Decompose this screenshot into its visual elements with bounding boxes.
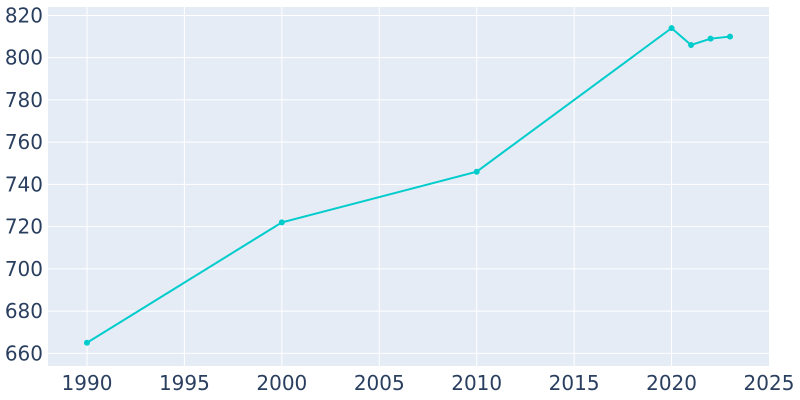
y-tick-label: 780	[5, 88, 43, 112]
data-point	[707, 35, 714, 42]
x-tick-labels: 1990 1995 2000 2005 2010 2015 2020 2025	[62, 371, 795, 395]
data-point	[668, 25, 675, 32]
y-tick-label: 800	[5, 46, 43, 70]
series-layer	[83, 25, 734, 346]
x-tick-label: 2000	[256, 371, 307, 395]
y-tick-label: 660	[5, 341, 43, 365]
x-tick-label: 2020	[646, 371, 697, 395]
data-point	[473, 168, 480, 175]
data-point	[278, 219, 285, 226]
y-tick-label: 720	[5, 215, 43, 239]
y-tick-label: 700	[5, 257, 43, 281]
plot-area	[48, 7, 769, 366]
y-tick-label: 820	[5, 3, 43, 27]
y-gridlines	[48, 14, 769, 354]
data-point	[688, 42, 695, 49]
x-tick-label: 1995	[159, 371, 210, 395]
data-point	[83, 339, 90, 346]
y-tick-label: 740	[5, 172, 43, 196]
x-tick-label: 2010	[451, 371, 502, 395]
x-tick-label: 2005	[354, 371, 405, 395]
x-tick-label: 2025	[744, 371, 795, 395]
data-point	[727, 33, 734, 40]
y-tick-labels: 660 680 700 720 740 760 780 800 820	[5, 3, 43, 365]
x-gridlines	[86, 7, 673, 366]
y-tick-label: 760	[5, 130, 43, 154]
x-tick-label: 1990	[62, 371, 113, 395]
x-tick-label: 2015	[549, 371, 600, 395]
y-tick-label: 680	[5, 299, 43, 323]
